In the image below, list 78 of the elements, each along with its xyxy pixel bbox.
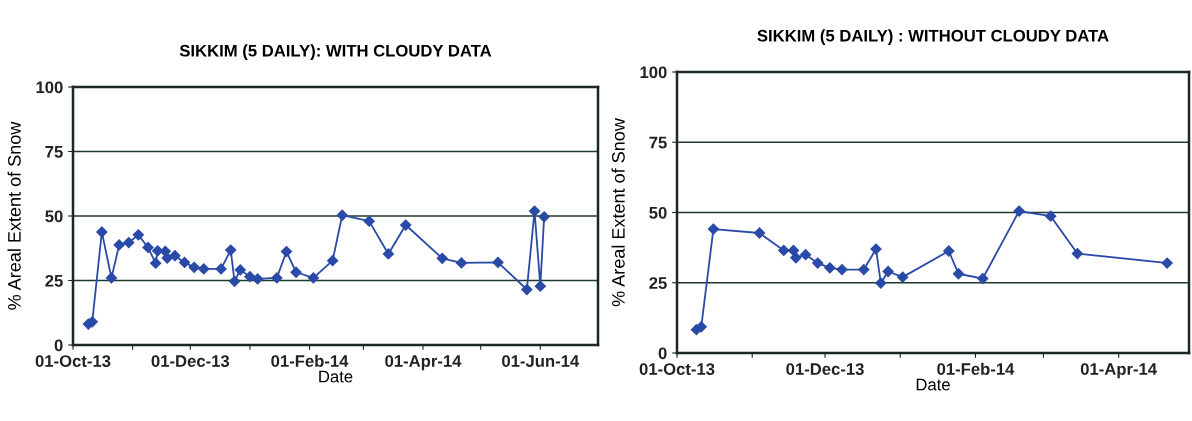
point <box>836 263 848 276</box>
point <box>800 249 812 261</box>
point <box>105 272 118 284</box>
chart-title: SIKKIM (5 DAILY) : WITHOUT CLOUDY DATA <box>757 29 1109 45</box>
point <box>336 209 348 221</box>
y-tick-label: 100 <box>36 81 63 94</box>
y-axis-title: % Areal Extent of Snow <box>7 121 21 310</box>
y-tick-label: 25 <box>45 274 63 287</box>
x-tick-label: 01-Oct-13 <box>639 363 715 375</box>
point <box>875 277 887 289</box>
point <box>882 265 894 278</box>
y-tick-label: 50 <box>45 210 63 223</box>
y-tick-label: 100 <box>640 66 667 79</box>
point <box>824 262 836 274</box>
point <box>1161 257 1173 269</box>
point <box>234 264 246 276</box>
point <box>244 271 256 283</box>
x-tick-label: 01-Apr-14 <box>385 355 462 371</box>
point <box>132 229 144 241</box>
x-tick-label: 01-Apr-14 <box>1080 363 1157 379</box>
point <box>169 250 181 262</box>
y-axis-title: % Areal Extent of Snow <box>611 118 625 307</box>
x-tick-label: 01-Feb-14 <box>937 362 1015 375</box>
point <box>897 271 909 283</box>
point <box>252 273 264 285</box>
point <box>753 227 766 239</box>
x-axis-title: Date <box>916 378 950 391</box>
point <box>1013 205 1025 217</box>
point <box>113 239 125 251</box>
point <box>142 241 154 254</box>
point <box>707 223 720 235</box>
x-axis-title: Date <box>319 370 353 383</box>
point <box>363 215 375 227</box>
y-tick-label: 25 <box>649 277 667 289</box>
point <box>161 252 173 264</box>
point <box>943 245 955 257</box>
point <box>528 205 541 217</box>
point <box>812 257 824 269</box>
point <box>271 272 283 284</box>
point <box>492 256 504 269</box>
y-tick-label: 75 <box>649 136 667 149</box>
point <box>778 244 790 257</box>
point <box>178 256 191 269</box>
point <box>225 244 237 256</box>
x-tick-label: 01-Oct-13 <box>35 355 111 367</box>
point <box>858 263 870 276</box>
chart-title: SIKKIM (5 DAILY): WITH CLOUDY DATA <box>179 44 492 60</box>
point <box>538 211 550 223</box>
point <box>307 272 319 284</box>
point <box>1045 210 1057 222</box>
point <box>228 275 241 287</box>
point <box>1071 247 1083 260</box>
point <box>455 257 468 269</box>
point <box>198 263 210 275</box>
point <box>327 255 339 267</box>
point <box>436 252 448 264</box>
point <box>215 263 227 275</box>
point <box>521 283 533 296</box>
point <box>96 226 108 238</box>
point <box>952 268 965 280</box>
y-tick-label: 0 <box>658 347 667 360</box>
x-tick-label: 01-Dec-13 <box>786 363 864 375</box>
point <box>188 261 200 273</box>
x-tick-label: 01-Dec-13 <box>151 355 230 367</box>
point <box>790 252 802 264</box>
y-tick-label: 0 <box>54 339 63 352</box>
point <box>977 272 989 285</box>
x-tick-label: 01-Jun-14 <box>502 355 580 367</box>
y-tick-label: 50 <box>649 206 667 219</box>
point <box>534 280 546 292</box>
point <box>150 257 162 269</box>
y-tick-label: 75 <box>45 146 63 158</box>
x-tick-label: 01-Feb-14 <box>271 354 349 367</box>
point <box>290 266 302 278</box>
point <box>280 245 293 258</box>
point <box>382 248 394 260</box>
point <box>123 236 135 249</box>
point <box>400 219 412 231</box>
